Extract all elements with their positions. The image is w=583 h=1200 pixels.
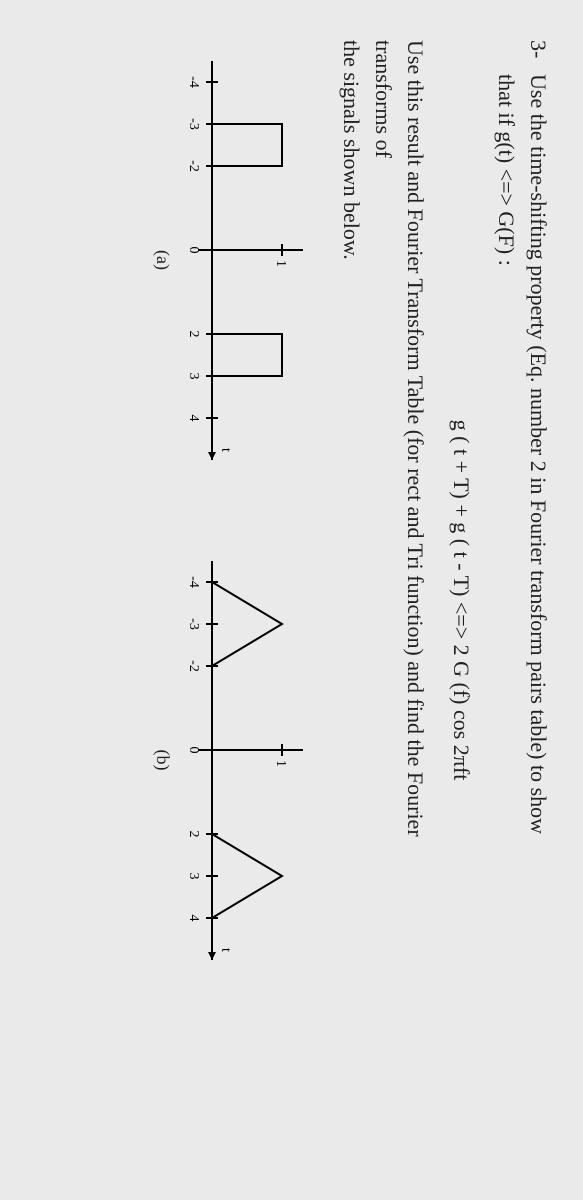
instruction-line-2: transforms of — [368, 40, 398, 1160]
svg-text:-2: -2 — [186, 660, 201, 672]
svg-text:4: 4 — [186, 915, 201, 922]
figure-b-caption: (b) — [152, 550, 173, 970]
figure-a-caption: (a) — [152, 50, 173, 470]
svg-text:4: 4 — [186, 415, 201, 422]
instruction-line-3: the signals shown below. — [337, 40, 367, 1160]
svg-text:-4: -4 — [186, 76, 201, 88]
svg-text:-3: -3 — [186, 118, 201, 130]
svg-text:-2: -2 — [186, 160, 201, 172]
equation: g ( t + T) + g ( t - T) <=> 2 G (f) cos … — [448, 40, 474, 1160]
svg-text:3: 3 — [186, 373, 201, 380]
svg-text:-3: -3 — [186, 618, 201, 630]
svg-text:0: 0 — [186, 747, 201, 754]
svg-text:0: 0 — [186, 247, 201, 254]
question-number: 3- — [523, 40, 553, 74]
svg-text:-4: -4 — [186, 576, 201, 588]
figure-b-plot: t 1 -4 -3 -2 0 2 3 4 — [177, 550, 317, 970]
question-line-2: that if g(t) <=> G(F) : — [492, 40, 522, 1160]
svg-text:2: 2 — [186, 831, 201, 838]
svg-text:2: 2 — [186, 331, 201, 338]
svg-text:t: t — [218, 448, 233, 452]
figure-a-plot: t 1 -4 -3 -2 0 2 3 4 — [177, 50, 317, 470]
svg-text:t: t — [218, 948, 233, 952]
question-line-1: Use the time-shifting property (Eq. numb… — [523, 74, 553, 1160]
svg-text:1: 1 — [273, 760, 288, 767]
svg-text:1: 1 — [273, 260, 288, 267]
instruction-line-1: Use this result and Fourier Transform Ta… — [400, 40, 430, 1160]
svg-text:3: 3 — [186, 873, 201, 880]
